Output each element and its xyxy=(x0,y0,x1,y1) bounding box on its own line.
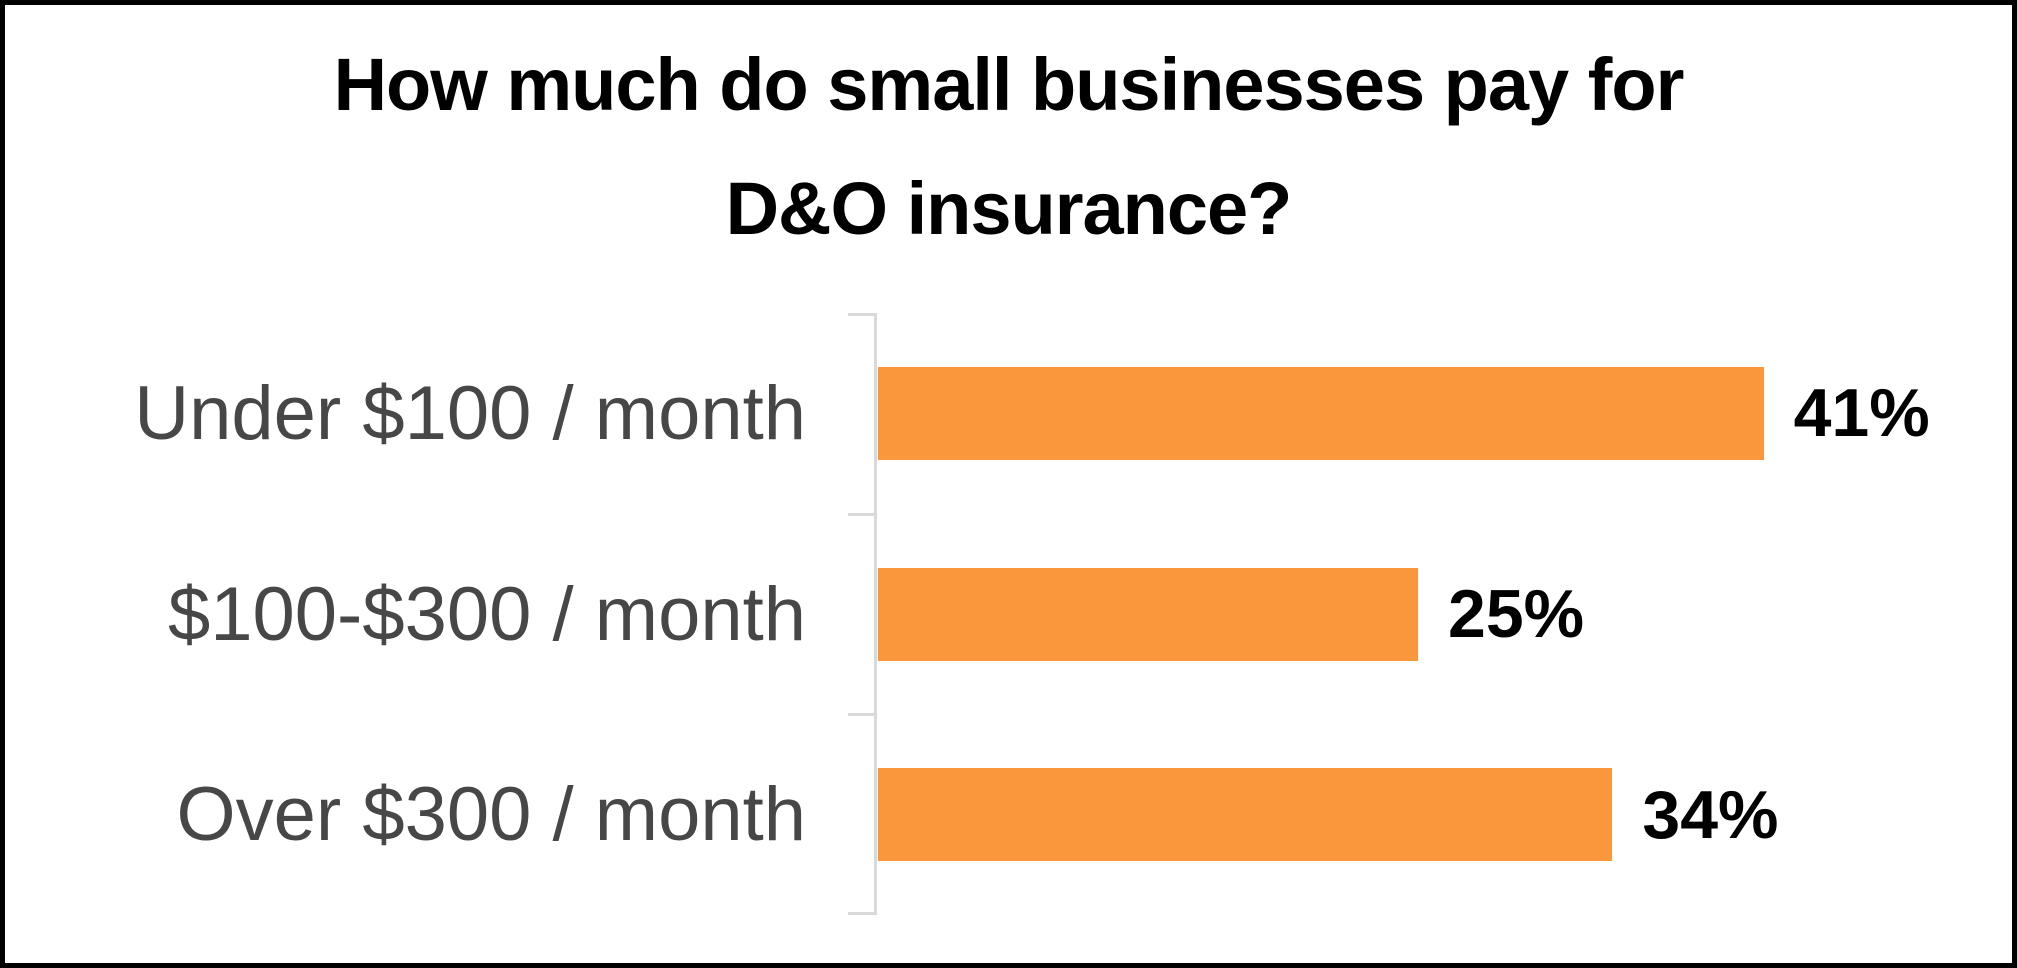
category-label: $100-$300 / month xyxy=(167,571,806,657)
bar-area: 25% xyxy=(878,514,2012,715)
bar-row: Under $100 / month 41% xyxy=(5,313,2012,514)
y-axis-line xyxy=(874,313,877,915)
axis-tick xyxy=(848,513,874,516)
bar-area: 34% xyxy=(878,714,2012,915)
axis-tick xyxy=(848,313,874,316)
bar xyxy=(878,366,1764,460)
bar-area: 41% xyxy=(878,313,2012,514)
value-label: 41% xyxy=(1793,375,1930,452)
chart-title: How much do small businesses pay for D&O… xyxy=(5,23,2012,271)
axis-tick xyxy=(848,713,874,716)
category-label: Over $300 / month xyxy=(176,772,806,858)
bar-row: Over $300 / month 34% xyxy=(5,714,2012,915)
category-label: Under $100 / month xyxy=(134,370,806,456)
bar xyxy=(878,768,1613,862)
bar xyxy=(878,567,1418,661)
bar-rows: Under $100 / month 41% $100-$300 / month 25… xyxy=(5,313,2012,915)
value-label: 34% xyxy=(1642,776,1779,853)
bar-row: $100-$300 / month 25% xyxy=(5,514,2012,715)
axis-tick xyxy=(848,912,874,915)
value-label: 25% xyxy=(1448,576,1585,652)
plot-area: Under $100 / month 41% $100-$300 / month 25… xyxy=(5,313,2012,915)
chart-title-line-2: D&O insurance? xyxy=(725,167,1293,250)
chart-title-line-1: How much do small businesses pay for xyxy=(333,43,1685,126)
